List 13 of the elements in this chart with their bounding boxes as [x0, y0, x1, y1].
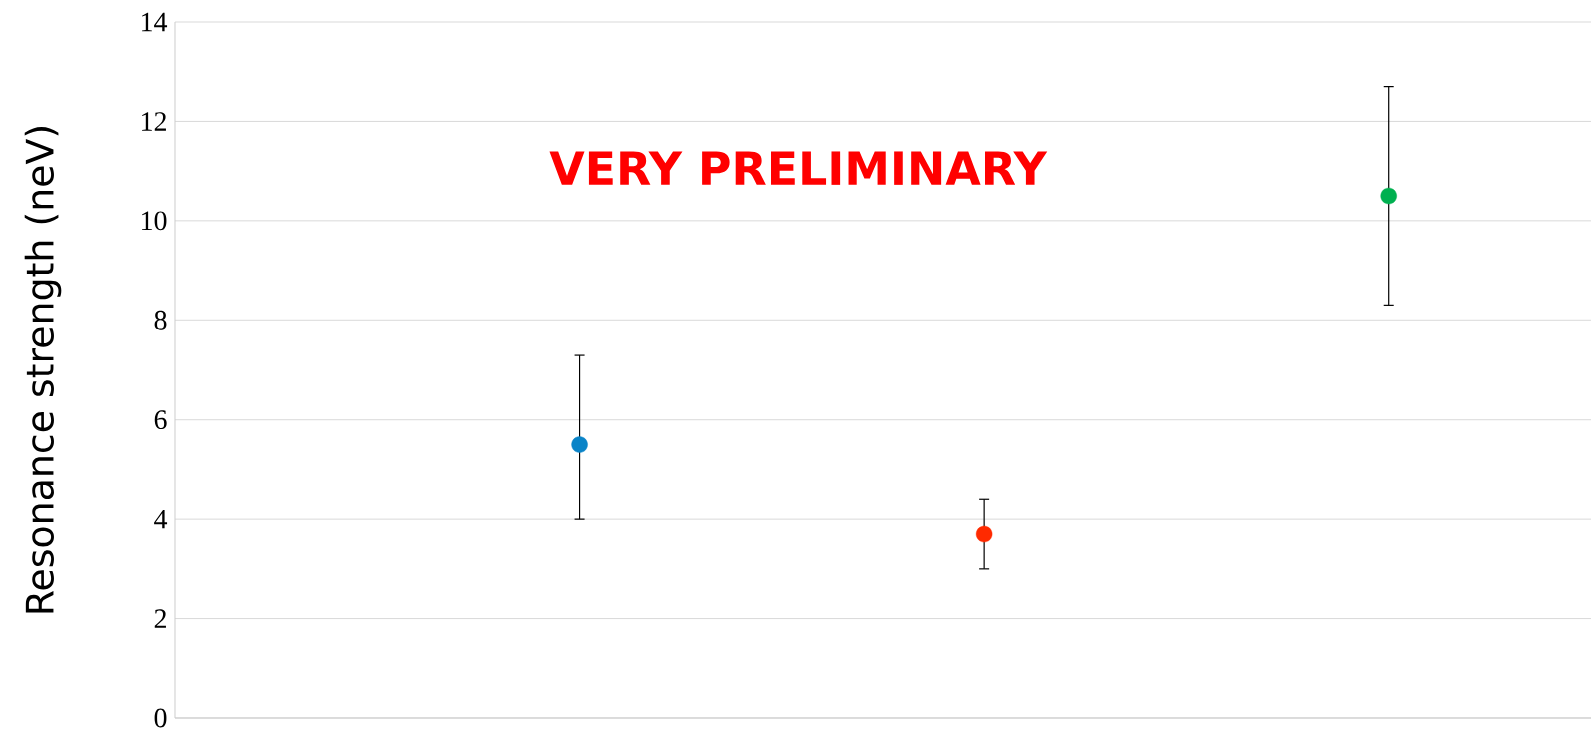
- y-tick-label: 10: [142, 211, 167, 231]
- y-tick-label: 12: [142, 112, 166, 131]
- y-tick-label: 0: [154, 708, 167, 728]
- y-tick-label: 4: [154, 509, 168, 529]
- point: [975, 525, 993, 543]
- point: [571, 436, 588, 453]
- point: [1380, 187, 1397, 205]
- y-tick-label: 2: [154, 609, 166, 628]
- y-axis-title: Resonance strength (neV): [24, 127, 62, 613]
- y-tick-label: 8: [154, 310, 167, 330]
- annotation: VERY PRELIMINARY: [549, 151, 1048, 185]
- y-tick-label: 6: [154, 410, 167, 430]
- y-tick-label: 14: [142, 12, 168, 32]
